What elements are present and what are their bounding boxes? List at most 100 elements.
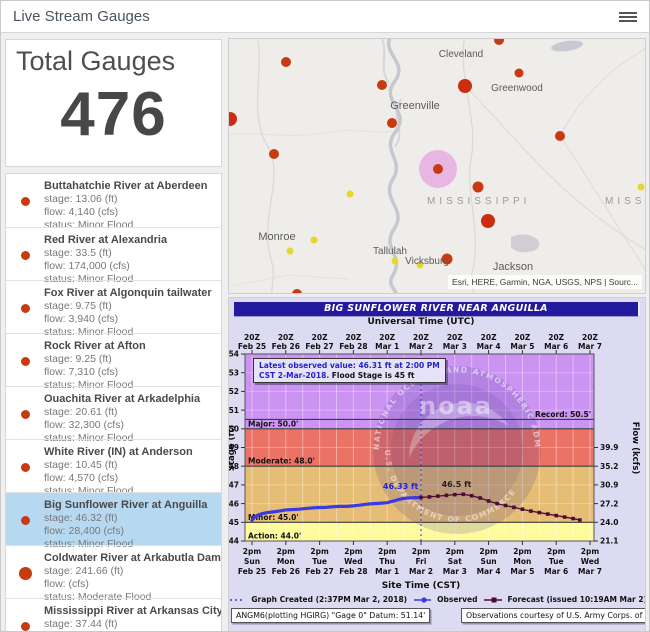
gauge-list-item[interactable]: Mississippi River at Arkansas City stage… — [6, 598, 221, 631]
gauge-list-item[interactable]: Fox River at Algonquin tailwater stage: … — [6, 280, 221, 338]
map-gauge-dot[interactable] — [387, 118, 397, 128]
svg-text:noaa: noaa — [419, 392, 493, 420]
chart-legend: Graph Created (2:37PM Mar 2, 2018) Obser… — [229, 595, 646, 604]
flow-tick-label: 27.2 — [600, 499, 619, 508]
map-gauge-dot[interactable] — [281, 57, 291, 67]
top-tick-zulu: 20Z — [244, 333, 260, 342]
stage-tick-label: 47 — [229, 481, 239, 490]
top-tick-zulu: 20Z — [379, 333, 395, 342]
map-gauge-dot[interactable] — [637, 183, 645, 191]
top-tick-date: Mar 5 — [510, 342, 534, 351]
map-gauge-dot[interactable] — [286, 247, 294, 255]
map-gauge-dot[interactable] — [391, 257, 399, 265]
gauge-list-item[interactable]: Buttahatchie River at Aberdeen stage: 13… — [6, 174, 221, 231]
stage-tick-label: 50 — [229, 425, 239, 434]
forecast-marker — [478, 496, 482, 500]
stage-annotation: 46.33 ft — [383, 482, 419, 491]
bottom-tick-date: Mar 5 — [510, 567, 534, 576]
legend-forecast: Forecast (issued 10:19AM Mar 2) — [507, 595, 646, 604]
map-gauge-dots — [229, 39, 645, 293]
map-city-labels: Cleveland Greenville Greenwood Monroe Tallul… — [258, 49, 543, 273]
top-tick-zulu: 20Z — [481, 333, 497, 342]
map-panel[interactable]: MISSISSIPPI MISSISS Cleveland Greenville Gr… — [228, 38, 646, 294]
map-gauge-dot[interactable] — [269, 149, 279, 159]
forecast-marker — [427, 495, 432, 499]
gauge-list-item[interactable]: White River (IN) at Anderson stage: 10.4… — [6, 439, 221, 497]
map-gauge-dot[interactable] — [310, 236, 318, 244]
top-tick-zulu: 20Z — [582, 333, 598, 342]
map-gauge-dot[interactable] — [346, 190, 354, 198]
gauge-name: Coldwater River at Arkabutla Dam — [44, 552, 221, 564]
top-tick-zulu: 20Z — [514, 333, 530, 342]
map-gauge-dot[interactable] — [514, 68, 524, 78]
gauge-flow: flow: 4,140 (cfs) — [44, 206, 119, 218]
menu-icon[interactable] — [619, 10, 637, 24]
map-gauge-dot[interactable] — [472, 181, 484, 193]
bottom-tick-day: Mon — [277, 557, 295, 566]
flood-zone — [245, 522, 594, 541]
legend-observed: Observed — [437, 595, 478, 604]
gauge-flow: flow: 174,000 (cfs) — [44, 260, 130, 272]
chart-series — [250, 354, 582, 541]
top-tick-zulu: 20Z — [447, 333, 463, 342]
map-gauge-dot[interactable] — [229, 112, 237, 126]
gauge-status: status: Minor Flood — [44, 273, 134, 285]
graph-created-line-icon — [230, 598, 246, 601]
forecast-marker — [461, 492, 466, 497]
state-label: MISSISSIPPI — [427, 196, 530, 207]
forecast-marker — [436, 494, 440, 498]
bottom-tick-time: 2pm — [277, 547, 296, 556]
stage-tick-label: 46 — [229, 499, 239, 508]
map-gauge-dot[interactable] — [416, 261, 424, 269]
bottom-tick-date: Mar 1 — [375, 567, 399, 576]
bottom-tick-time: 2pm — [412, 547, 431, 556]
map-gauge-dot[interactable] — [481, 214, 495, 228]
gauge-name: Buttahatchie River at Aberdeen — [44, 180, 208, 192]
bottom-tick-time: 2pm — [446, 547, 465, 556]
map-gauge-dot[interactable] — [494, 39, 504, 45]
city-label: Monroe — [258, 231, 295, 243]
forecast-marker — [554, 513, 558, 518]
flood-zone-label: Minor: 45.0' — [248, 513, 299, 522]
gauge-list-item[interactable]: Rock River at Afton stage: 9.25 (ft) flo… — [6, 333, 221, 391]
bottom-tick-date: Mar 3 — [443, 567, 467, 576]
city-label: Jackson — [493, 261, 533, 273]
bottom-tick-time: 2pm — [344, 547, 363, 556]
forecast-marker — [562, 515, 567, 519]
map-gauge-dot[interactable] — [458, 79, 472, 93]
gauge-list-item[interactable]: Ouachita River at Arkadelphia stage: 20.… — [6, 386, 221, 444]
map-gauge-dot[interactable] — [555, 131, 565, 141]
top-tick-date: Feb 28 — [339, 342, 367, 351]
map-gauge-dot[interactable] — [433, 164, 443, 174]
total-gauges-title: Total Gauges — [16, 46, 176, 76]
bottom-tick-day: Mon — [513, 557, 531, 566]
gauge-list-item[interactable]: Big Sunflower River at Anguilla stage: 4… — [6, 492, 221, 550]
gauge-status: status: Minor Flood — [44, 219, 134, 231]
chart-title: BIG SUNFLOWER RIVER NEAR ANGUILLA — [234, 302, 640, 317]
map-gauge-dot[interactable] — [441, 253, 453, 265]
gauge-flow: flow: 7,310 (cfs) — [44, 366, 119, 378]
map-gauge-dot[interactable] — [377, 80, 387, 90]
gauge-flow: flow: 3,940 (cfs) — [44, 313, 119, 325]
flow-axis-label: Flow (kcfs) — [630, 422, 640, 475]
forecast-marker — [571, 516, 575, 521]
map-gauge-dot[interactable] — [292, 289, 302, 293]
gauge-list-item[interactable]: Coldwater River at Arkabutla Dam stage: … — [6, 545, 221, 603]
flow-tick-label: 24.0 — [600, 518, 619, 527]
gauge-name: White River (IN) at Anderson — [44, 446, 193, 458]
forecast-marker — [503, 503, 508, 508]
forecast-marker — [512, 505, 516, 510]
gauge-stage: stage: 46.32 (ft) — [44, 512, 118, 524]
gauge-status: status: Minor Flood — [44, 326, 134, 338]
stage-tick-label: 51 — [229, 406, 239, 415]
top-tick-zulu: 20Z — [345, 333, 361, 342]
gauge-flow: flow: 28,400 (cfs) — [44, 525, 124, 537]
flood-zone — [245, 466, 594, 523]
bottom-tick-date: Mar 4 — [477, 567, 501, 576]
gauge-stage: stage: 20.61 (ft) — [44, 406, 118, 418]
flood-stage-note: Flood Stage is 45 ft — [329, 370, 415, 380]
gauge-stage: stage: 241.66 (ft) — [44, 565, 124, 577]
gauge-status: status: Minor Flood — [44, 538, 134, 550]
top-axis-title: Universal Time (UTC) — [367, 317, 475, 327]
gauge-list-item[interactable]: Red River at Alexandria stage: 33.5 (ft)… — [6, 227, 221, 285]
